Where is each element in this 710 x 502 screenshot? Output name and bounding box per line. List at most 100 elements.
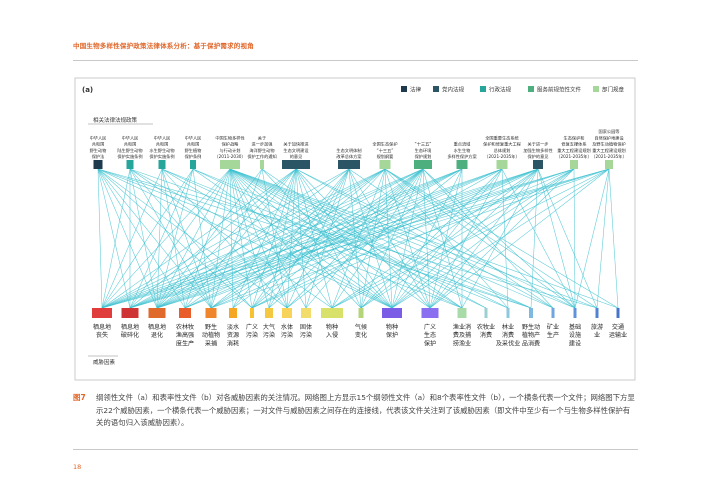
law-label: 保护和修复重大工程 <box>483 141 522 148</box>
legend: 法律 党内法规 行政法规 服务前规范性文件 部门规章 <box>401 86 625 94</box>
link-line <box>161 168 509 309</box>
law-label: 重点流域 <box>454 141 472 148</box>
link-line <box>422 168 576 309</box>
threat-label: 度生产 <box>176 339 194 347</box>
link-line <box>530 168 539 309</box>
link-line <box>229 168 333 309</box>
link-line <box>391 168 575 309</box>
threat-bar <box>229 308 237 318</box>
threat-label: 野生 <box>205 323 217 331</box>
threat-label: 采捕 <box>205 339 217 347</box>
link-line <box>251 168 503 309</box>
link-line <box>156 168 194 309</box>
threat-label: 变化 <box>355 331 367 339</box>
link-line <box>261 168 393 309</box>
law-label: 关于进一步 <box>528 141 549 148</box>
law-label: 的意见 <box>290 153 303 160</box>
threat-label: 生产 <box>547 331 559 339</box>
threat-bar <box>551 308 555 318</box>
page-number: 18 <box>73 463 82 471</box>
threat-label: 旅游 <box>591 323 603 331</box>
law-bar <box>282 160 310 169</box>
figure-frame <box>74 77 636 381</box>
law-label: 保护战略 <box>222 141 240 148</box>
threat-label: 保护 <box>386 331 398 339</box>
link-line <box>268 168 424 309</box>
law-label: 保护工作的通知 <box>247 153 276 160</box>
threat-bar <box>121 308 139 318</box>
link-line <box>295 168 307 309</box>
threat-bar <box>321 308 343 318</box>
threat-bar <box>595 308 599 318</box>
link-line <box>229 168 576 309</box>
threat-label: 费及捕 <box>453 331 471 339</box>
threat-bar <box>382 308 402 318</box>
link-line <box>429 168 610 309</box>
threat-bar <box>506 308 510 318</box>
link-line <box>573 168 576 309</box>
threat-label: 基础 <box>569 323 581 331</box>
threat-bar <box>179 308 191 318</box>
law-label: 加强生物多样性 <box>523 147 552 154</box>
link-line <box>156 168 350 309</box>
threat-label: 业 <box>594 331 600 339</box>
threat-bar <box>148 308 166 318</box>
link-line <box>384 168 576 309</box>
link-line <box>251 168 575 309</box>
law-bar <box>496 160 508 169</box>
link-line <box>251 168 350 309</box>
panel-label: (a) <box>82 86 93 94</box>
threat-label: 水体 <box>281 323 293 331</box>
threat-bar <box>616 308 620 318</box>
threat-label: 品消费 <box>522 339 540 347</box>
link-line <box>360 168 386 309</box>
law-label: 与行动计划 <box>220 147 241 154</box>
law-bar <box>605 160 613 169</box>
link-line <box>384 168 509 309</box>
threat-label: 生态 <box>424 331 436 339</box>
figure-caption: 纲领性文件（a）和表率性文件（b）对各威胁因素的关注情况。网络图上方显示15个纲… <box>96 393 635 427</box>
link-line <box>101 168 503 309</box>
link-line <box>97 168 288 309</box>
link-line <box>129 168 532 309</box>
legend-swatch <box>433 86 439 92</box>
law-label: 全国生态保护 <box>372 141 397 148</box>
link-line <box>429 168 575 309</box>
link-line <box>251 168 297 309</box>
threat-bar <box>421 308 439 318</box>
law-label: 关于加快推进 <box>283 141 309 148</box>
link-line <box>97 168 463 309</box>
law-label: 水生野生动物 <box>149 147 174 154</box>
threat-label: 入侵 <box>326 331 338 339</box>
threat-bar <box>250 308 254 318</box>
link-line <box>129 168 386 309</box>
link-line <box>331 168 610 309</box>
threat-label: 植物产 <box>522 331 540 339</box>
law-label: 共和国 <box>92 141 105 148</box>
threat-bar <box>358 308 364 318</box>
threat-bar <box>92 308 112 318</box>
threat-label: 栖息地 <box>121 323 139 331</box>
link-line <box>192 168 487 309</box>
law-bar <box>414 160 432 169</box>
law-label: “十三五” <box>377 147 394 154</box>
threat-label: 广义 <box>424 323 436 331</box>
law-bar <box>220 160 240 169</box>
law-bar <box>379 160 391 169</box>
link-line <box>101 168 131 309</box>
threat-label: 污染 <box>300 331 312 339</box>
law-label: 保护的意见 <box>528 153 549 160</box>
link-line <box>101 168 297 309</box>
link-line <box>295 168 362 309</box>
link-line <box>129 168 158 309</box>
link-line <box>331 168 386 309</box>
threat-label: 运输业 <box>609 331 627 339</box>
link-line <box>101 168 350 309</box>
law-label: 保护条例 <box>185 153 202 160</box>
link-line <box>97 168 103 309</box>
link-line <box>261 168 288 309</box>
threat-label: 渔高强 <box>176 331 194 339</box>
law-bar <box>158 160 166 169</box>
link-line <box>501 168 576 309</box>
